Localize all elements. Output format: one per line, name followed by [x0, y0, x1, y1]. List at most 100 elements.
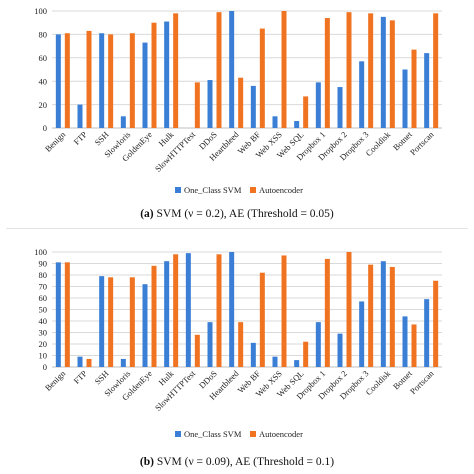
legend-swatch-autoencoder: [250, 431, 256, 437]
bar-one-class-svm: [294, 360, 300, 367]
bar-autoencoder: [216, 12, 222, 129]
bar-autoencoder: [129, 33, 135, 129]
y-tick-label: 0: [43, 362, 47, 372]
bar-autoencoder: [433, 13, 439, 129]
bar-one-class-svm: [207, 80, 213, 128]
bar-one-class-svm: [424, 299, 430, 367]
bar-autoencoder: [151, 22, 157, 129]
legend-swatch-autoencoder: [250, 187, 256, 193]
bar-one-class-svm: [77, 104, 83, 128]
bar-one-class-svm: [337, 87, 343, 128]
bar-autoencoder: [346, 12, 352, 129]
bar-autoencoder: [368, 13, 374, 129]
bar-autoencoder: [194, 334, 200, 367]
bar-autoencoder: [259, 28, 265, 128]
bar-one-class-svm: [55, 262, 61, 367]
bar-one-class-svm: [424, 53, 430, 129]
bar-autoencoder: [194, 82, 200, 128]
bar-autoencoder: [173, 254, 179, 367]
bar-autoencoder: [346, 252, 352, 367]
bar-autoencoder: [86, 358, 92, 367]
bar-one-class-svm: [359, 61, 365, 129]
y-tick-label: 10: [39, 351, 48, 361]
bar-one-class-svm: [142, 284, 148, 367]
bar-one-class-svm: [250, 342, 256, 367]
y-tick-label: 40: [39, 316, 48, 326]
x-tick-label: Cooldisk: [363, 129, 392, 158]
bar-one-class-svm: [99, 33, 105, 129]
bar-one-class-svm: [185, 253, 191, 367]
bar-autoencoder: [324, 258, 330, 367]
caption-b-label: (b): [139, 456, 154, 468]
bar-one-class-svm: [77, 356, 83, 367]
bar-autoencoder: [64, 33, 70, 129]
bar-autoencoder: [129, 277, 135, 367]
bar-one-class-svm: [272, 356, 278, 367]
bar-one-class-svm: [164, 21, 170, 129]
bar-one-class-svm: [55, 34, 61, 128]
bar-one-class-svm: [207, 322, 213, 367]
bar-one-class-svm: [402, 69, 408, 128]
legend-label-one-class-svm: One_Class SVM: [184, 429, 242, 439]
x-tick-label: Portscan: [408, 129, 436, 157]
x-tick-label: Cooldisk: [363, 368, 392, 397]
bar-autoencoder: [368, 264, 374, 367]
bar-autoencoder: [281, 11, 287, 128]
bar-one-class-svm: [380, 261, 386, 367]
y-tick-label: 30: [39, 328, 48, 338]
divider: [6, 228, 468, 229]
bar-autoencoder: [216, 254, 222, 367]
bar-one-class-svm: [380, 16, 386, 129]
bar-autoencoder: [108, 277, 114, 367]
bar-one-class-svm: [402, 316, 408, 367]
bar-autoencoder: [238, 77, 244, 128]
caption-a-label: (a): [140, 208, 154, 220]
y-tick-label: 20: [39, 339, 48, 349]
bar-autoencoder: [173, 13, 179, 129]
bar-autoencoder: [324, 18, 330, 128]
y-tick-label: 60: [39, 53, 48, 63]
legend-label-autoencoder: Autoencoder: [259, 429, 303, 439]
bar-one-class-svm: [315, 322, 321, 367]
bar-autoencoder: [389, 266, 395, 367]
legend-label-one-class-svm: One_Class SVM: [184, 185, 242, 195]
caption-a-text: SVM (ν = 0.2), AE (Threshold = 0.05): [156, 208, 334, 220]
bar-autoencoder: [259, 272, 265, 367]
caption-b: (b) SVM (ν = 0.09), AE (Threshold = 0.1): [0, 456, 474, 468]
bar-autoencoder: [303, 341, 309, 367]
legend-label-autoencoder: Autoencoder: [259, 185, 303, 195]
bar-one-class-svm: [120, 116, 126, 128]
y-tick-label: 100: [34, 6, 47, 16]
x-tick-label: FTP: [71, 129, 89, 147]
x-tick-label: Portscan: [408, 368, 436, 396]
legend-swatch-one-class-svm: [175, 187, 181, 193]
bar-one-class-svm: [294, 120, 300, 128]
y-tick-label: 0: [43, 123, 47, 133]
y-tick-label: 70: [39, 282, 48, 292]
bar-autoencoder: [389, 20, 395, 128]
bar-autoencoder: [411, 324, 417, 367]
bar-autoencoder: [151, 265, 157, 367]
bar-autoencoder: [303, 96, 309, 128]
bar-autoencoder: [64, 262, 70, 367]
bar-one-class-svm: [164, 261, 170, 367]
bar-one-class-svm: [315, 82, 321, 128]
bar-one-class-svm: [250, 85, 256, 128]
bar-autoencoder: [86, 30, 92, 128]
y-tick-label: 80: [39, 270, 48, 280]
y-tick-label: 100: [34, 247, 47, 257]
y-tick-label: 90: [39, 259, 48, 269]
bar-one-class-svm: [229, 252, 235, 367]
bar-autoencoder: [108, 34, 114, 128]
bar-one-class-svm: [142, 42, 148, 129]
y-tick-label: 40: [39, 76, 48, 86]
x-tick-label: SlowHTTPTest: [153, 368, 198, 413]
y-tick-label: 50: [39, 305, 48, 315]
legend-swatch-one-class-svm: [175, 431, 181, 437]
bar-autoencoder: [411, 49, 417, 128]
caption-b-text: SVM (ν = 0.09), AE (Threshold = 0.1): [156, 456, 335, 468]
x-tick-label: FTP: [71, 368, 89, 386]
bar-autoencoder: [281, 255, 287, 367]
